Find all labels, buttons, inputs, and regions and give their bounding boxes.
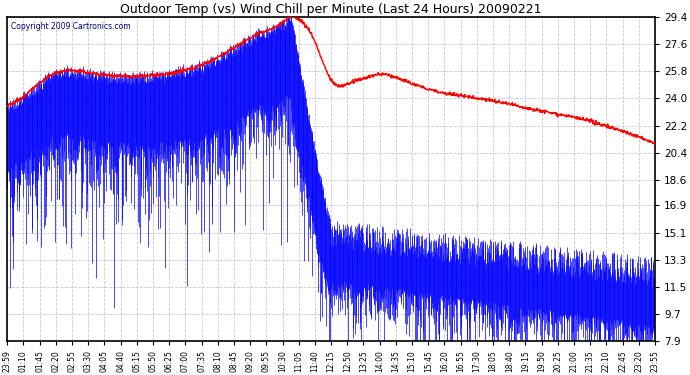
Text: Copyright 2009 Cartronics.com: Copyright 2009 Cartronics.com [10, 22, 130, 31]
Title: Outdoor Temp (vs) Wind Chill per Minute (Last 24 Hours) 20090221: Outdoor Temp (vs) Wind Chill per Minute … [120, 3, 542, 16]
